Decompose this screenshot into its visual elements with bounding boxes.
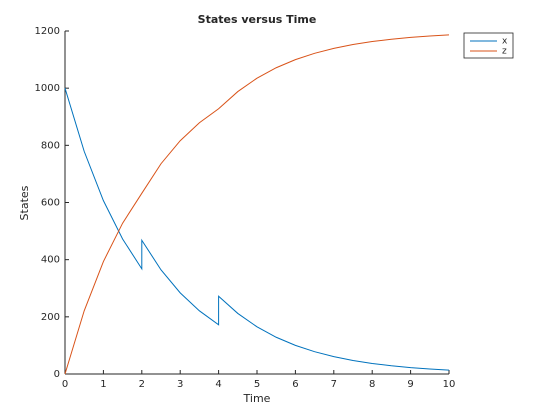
y-tick-label: 1200: [35, 26, 60, 37]
y-tick-label: 200: [41, 312, 60, 323]
x-tick-label: 2: [139, 379, 145, 390]
y-tick-label: 1000: [35, 83, 60, 94]
y-tick-label: 0: [54, 369, 60, 380]
legend: [463, 32, 514, 59]
chart-title: States versus Time: [198, 13, 317, 26]
x-tick-label: 8: [369, 379, 375, 390]
x-tick-label: 4: [215, 379, 221, 390]
legend-label: z: [502, 47, 507, 57]
x-tick-label: 6: [292, 379, 298, 390]
y-tick-label: 600: [41, 198, 60, 209]
x-tick-label: 5: [254, 379, 260, 390]
x-tick-label: 1: [100, 379, 106, 390]
x-tick-label: 7: [331, 379, 337, 390]
y-axis-label: States: [18, 185, 31, 220]
y-tick-label: 800: [41, 140, 60, 151]
line-series: [64, 88, 450, 371]
x-axis-label: Time: [243, 392, 271, 405]
x-tick-label: 10: [443, 379, 456, 390]
x-tick-label: 0: [62, 379, 68, 390]
x-tick-label: 9: [407, 379, 413, 390]
y-tick-label: 400: [41, 255, 60, 266]
legend-label: x: [502, 37, 508, 47]
x-tick-label: 3: [177, 379, 183, 390]
line-series: [64, 34, 450, 375]
